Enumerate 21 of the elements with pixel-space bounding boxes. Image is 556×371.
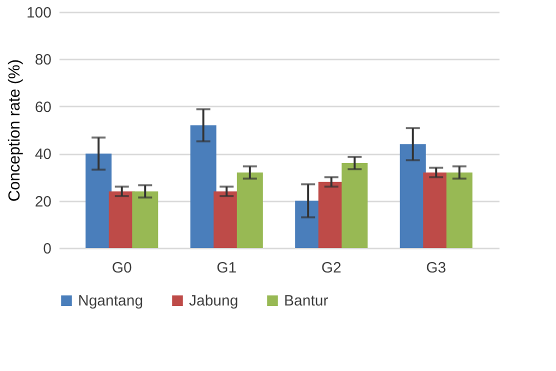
y-tick-label: 60	[34, 98, 52, 116]
x-tick-label: G0	[112, 260, 132, 276]
legend-label: Jabung	[189, 292, 238, 310]
y-tick-label: 40	[34, 146, 52, 164]
y-tick-label: 0	[43, 240, 52, 258]
bar	[446, 172, 472, 248]
y-tick-label: 100	[26, 4, 52, 22]
x-tick-label: G3	[426, 260, 446, 276]
bar	[86, 154, 112, 248]
bar	[400, 144, 426, 248]
x-tick-label: G1	[216, 260, 237, 276]
bar	[342, 163, 368, 248]
x-tick-label: G2	[321, 260, 342, 276]
legend-label: Bantur	[284, 292, 328, 310]
y-tick-label: 20	[34, 193, 52, 210]
bar	[132, 191, 158, 248]
y-tick-label: 80	[34, 52, 52, 69]
legend-label: Ngantang	[78, 292, 144, 310]
bar	[236, 172, 263, 248]
y-axis-title: Conception rate (%)	[6, 59, 24, 202]
bar	[190, 125, 216, 248]
